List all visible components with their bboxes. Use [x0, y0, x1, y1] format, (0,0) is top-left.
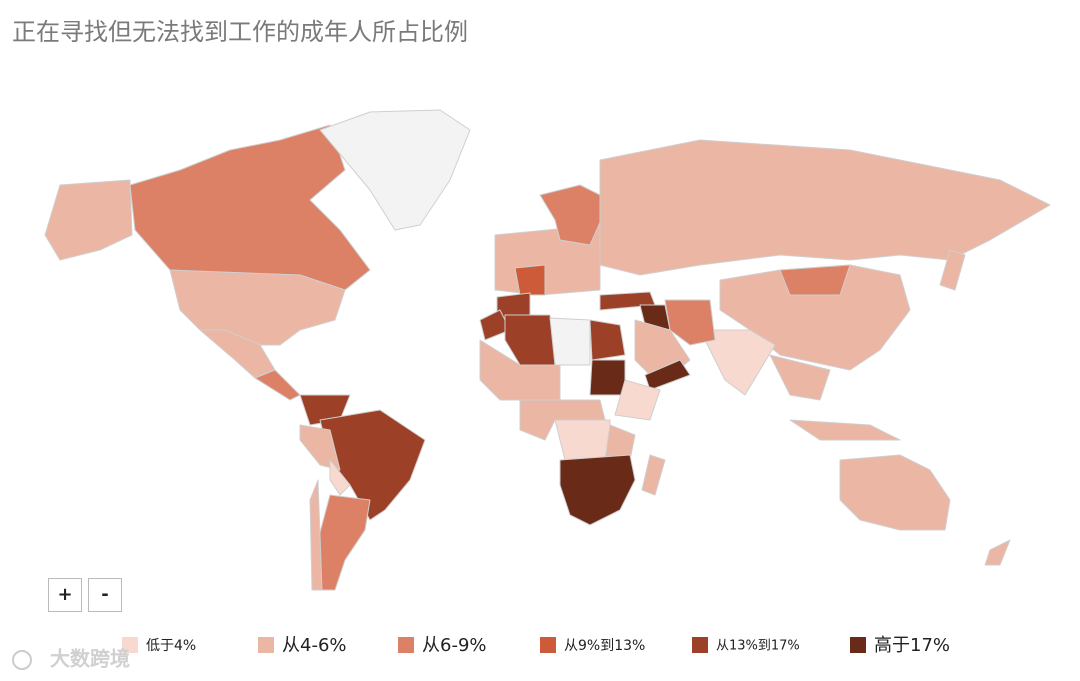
legend-label: 从9%到13%: [564, 638, 645, 654]
region: [539, 184, 611, 246]
legend-label: 从13%到17%: [716, 639, 800, 654]
legend-label: 从4-6%: [282, 635, 347, 656]
watermark-icon: [12, 650, 32, 670]
legend-swatch: [692, 637, 708, 653]
region: [939, 249, 966, 291]
region: [641, 454, 666, 496]
region: [589, 359, 626, 396]
region: [169, 269, 346, 346]
legend-label: 从6-9%: [422, 635, 487, 656]
region: [789, 419, 901, 441]
region: [319, 109, 471, 231]
legend-swatch: [540, 637, 556, 653]
region: [549, 317, 591, 366]
legend-swatch: [258, 637, 274, 653]
region: [559, 454, 636, 526]
countries: [44, 109, 1051, 591]
region: [589, 319, 626, 361]
zoom-in[interactable]: +: [48, 578, 82, 612]
region: [769, 354, 831, 401]
region: [504, 314, 556, 366]
region: [309, 479, 323, 591]
zoom-out[interactable]: -: [88, 578, 122, 612]
region: [514, 264, 546, 296]
watermark: 大数跨境: [50, 647, 130, 671]
region: [604, 424, 636, 461]
map-title: 正在寻找但无法找到工作的成年人所占比例: [12, 18, 468, 46]
region: [317, 494, 371, 591]
region: [779, 264, 851, 296]
region: [44, 179, 133, 261]
legend-label: 高于17%: [874, 635, 950, 656]
legend: 低于4% 从4-6% 从6-9% 从9%到13% 从13%到17% 高于17%: [122, 635, 950, 656]
legend-swatch: [122, 637, 138, 653]
region: [839, 454, 951, 531]
region: [644, 359, 691, 391]
legend-swatch: [398, 637, 414, 653]
region: [599, 139, 1051, 276]
legend-swatch: [850, 637, 866, 653]
region: [329, 459, 351, 496]
region: [129, 124, 371, 291]
region: [614, 379, 661, 421]
region: [699, 329, 776, 396]
region: [554, 419, 611, 461]
region: [984, 539, 1011, 566]
region: [664, 299, 716, 346]
legend-label: 低于4%: [146, 638, 196, 654]
